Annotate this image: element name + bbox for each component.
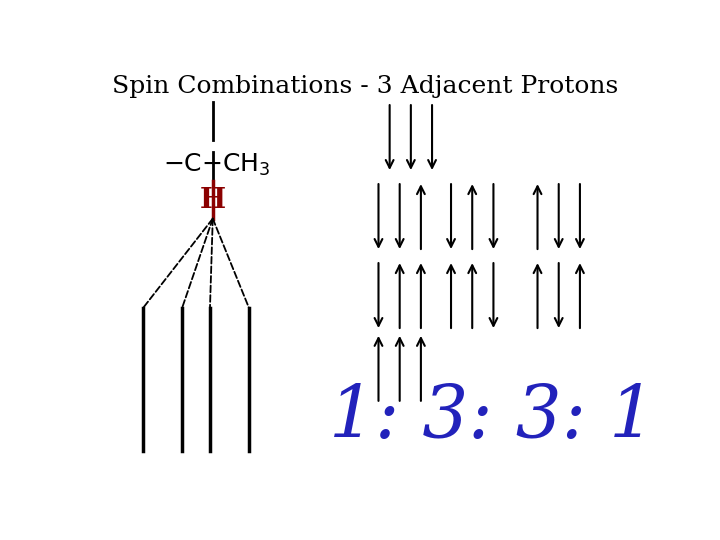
Text: 1: 3: 3: 1: 1: 3: 3: 1 <box>329 383 654 454</box>
Text: H: H <box>199 187 226 214</box>
Text: Spin Combinations - 3 Adjacent Protons: Spin Combinations - 3 Adjacent Protons <box>112 75 618 98</box>
Text: $\mathrm{-C{-}CH_3}$: $\mathrm{-C{-}CH_3}$ <box>163 152 270 178</box>
